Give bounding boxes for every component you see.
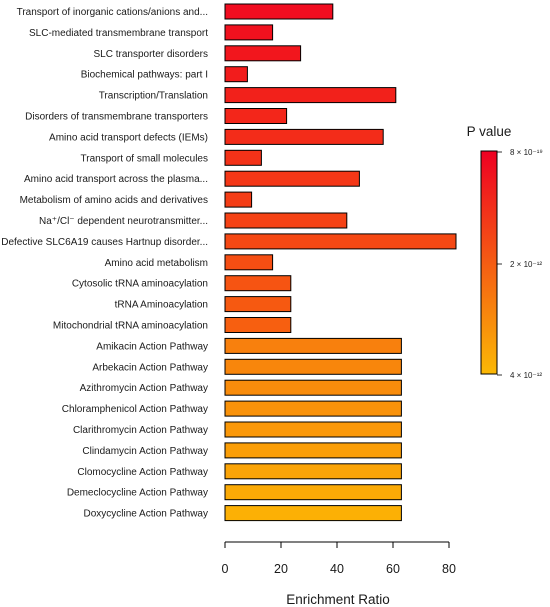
- bar: [224, 421, 402, 438]
- x-tick-label: 20: [274, 562, 288, 576]
- category-label: Clindamycin Action Pathway: [82, 446, 208, 457]
- bar: [224, 45, 302, 62]
- bars-layer: [224, 3, 457, 522]
- category-label: Azithromycin Action Pathway: [80, 383, 208, 394]
- category-label: Clarithromycin Action Pathway: [73, 425, 208, 436]
- p-value-legend: P value 8 × 10⁻¹⁹ 2 × 10⁻¹² 4 × 10⁻¹²: [467, 124, 543, 380]
- bar: [224, 3, 334, 20]
- x-tick-label: 80: [442, 562, 456, 576]
- bar: [224, 400, 402, 417]
- legend-tick-label-mid: 2 × 10⁻¹²: [510, 260, 542, 269]
- category-label: SLC-mediated transmembrane transport: [29, 28, 208, 39]
- category-label: Transcription/Translation: [99, 91, 208, 102]
- category-label: Transport of small molecules: [81, 153, 208, 164]
- bar: [224, 505, 402, 522]
- category-labels: Transport of inorganic cations/anions an…: [1, 7, 208, 520]
- bar: [224, 317, 292, 333]
- category-label: Clomocycline Action Pathway: [77, 467, 208, 478]
- bar: [224, 212, 348, 229]
- x-axis: 0 20 40 60 80: [222, 541, 456, 576]
- bar: [224, 275, 292, 292]
- category-label: Metabolism of amino acids and derivative…: [20, 195, 208, 206]
- category-label: tRNA Aminoacylation: [115, 300, 208, 311]
- category-label: Na⁺/Cl⁻ dependent neurotransmitter...: [39, 216, 208, 227]
- category-label: Chloramphenicol Action Pathway: [62, 404, 208, 415]
- bar: [224, 379, 402, 396]
- bar: [224, 108, 288, 124]
- category-label: Transport of inorganic cations/anions an…: [17, 7, 208, 18]
- bar: [224, 24, 274, 41]
- bar: [224, 358, 402, 375]
- bar: [224, 87, 397, 104]
- legend-color-bar: [480, 150, 498, 375]
- category-label: Disorders of transmembrane transporters: [25, 112, 208, 123]
- legend-tick-label-top: 8 × 10⁻¹⁹: [510, 148, 543, 157]
- category-label: Amino acid metabolism: [105, 258, 208, 269]
- category-label: Defective SLC6A19 causes Hartnup disorde…: [1, 237, 208, 248]
- category-label: Amikacin Action Pathway: [96, 341, 208, 352]
- bar: [224, 484, 402, 501]
- category-label: Amino acid transport defects (IEMs): [49, 132, 208, 143]
- bar: [224, 128, 384, 145]
- bar: [224, 66, 248, 83]
- category-label: Biochemical pathways: part I: [81, 70, 208, 81]
- bar: [224, 463, 402, 480]
- category-label: Demeclocycline Action Pathway: [67, 488, 208, 499]
- x-tick-label: 40: [330, 562, 344, 576]
- bar: [224, 337, 402, 354]
- bar: [224, 442, 402, 459]
- category-label: Doxycycline Action Pathway: [83, 509, 208, 520]
- legend-tick-label-bottom: 4 × 10⁻¹²: [510, 371, 542, 380]
- x-tick-label: 60: [386, 562, 400, 576]
- bar: [224, 170, 360, 187]
- bar: [224, 149, 262, 166]
- bar: [224, 233, 457, 250]
- category-label: Amino acid transport across the plasma..…: [24, 174, 208, 185]
- category-label: SLC transporter disorders: [94, 49, 209, 60]
- bar: [224, 254, 274, 271]
- category-label: Cytosolic tRNA aminoacylation: [72, 279, 208, 290]
- bar: [224, 191, 253, 208]
- x-tick-label: 0: [222, 562, 229, 576]
- x-axis-title: Enrichment Ratio: [286, 592, 390, 607]
- bar: [224, 296, 292, 313]
- legend-title: P value: [467, 124, 512, 139]
- category-label: Mitochondrial tRNA aminoacylation: [53, 321, 208, 332]
- category-label: Arbekacin Action Pathway: [92, 362, 208, 373]
